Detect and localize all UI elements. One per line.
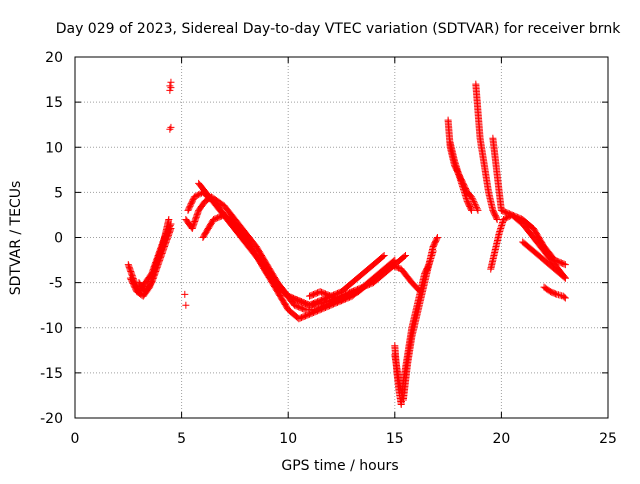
data-point bbox=[501, 215, 509, 223]
data-point bbox=[467, 205, 475, 213]
data-point bbox=[493, 214, 501, 222]
data-point bbox=[472, 202, 480, 210]
data-point bbox=[400, 253, 408, 261]
data-point bbox=[433, 234, 441, 241]
y-tick-label: -15 bbox=[40, 366, 63, 382]
data-point bbox=[500, 215, 508, 223]
data-point bbox=[560, 273, 568, 281]
data-point bbox=[192, 192, 200, 200]
y-tick-label: 0 bbox=[54, 231, 63, 247]
data-point bbox=[469, 196, 477, 204]
y-tick-label: 5 bbox=[54, 185, 63, 201]
data-point bbox=[561, 274, 569, 282]
data-point bbox=[193, 191, 201, 199]
data-point bbox=[471, 200, 479, 208]
data-point bbox=[493, 215, 501, 223]
data-point bbox=[167, 84, 175, 92]
x-tick-label: 20 bbox=[492, 431, 510, 447]
data-point bbox=[165, 215, 173, 223]
y-tick-label: -10 bbox=[40, 321, 63, 337]
data-point bbox=[380, 252, 388, 260]
data-point bbox=[391, 256, 399, 264]
y-tick-label: 20 bbox=[45, 50, 63, 66]
data-point bbox=[505, 212, 513, 220]
data-point bbox=[166, 125, 174, 133]
data-point bbox=[504, 213, 512, 221]
data-point bbox=[300, 305, 308, 313]
data-point bbox=[190, 193, 198, 201]
data-point bbox=[182, 301, 190, 309]
data-point bbox=[561, 294, 569, 302]
data-point bbox=[470, 199, 478, 207]
data-point bbox=[552, 290, 560, 298]
data-point bbox=[433, 235, 441, 243]
data-point bbox=[473, 203, 481, 211]
data-point bbox=[196, 190, 204, 198]
x-tick-label: 15 bbox=[386, 431, 404, 447]
x-axis-label: GPS time / hours bbox=[281, 458, 398, 474]
data-point bbox=[561, 261, 569, 269]
x-tick-label: 10 bbox=[279, 431, 297, 447]
data-point bbox=[429, 247, 437, 255]
data-point bbox=[401, 252, 409, 260]
y-tick-label: 10 bbox=[45, 140, 63, 156]
x-tick-label: 25 bbox=[599, 431, 617, 447]
data-point bbox=[167, 123, 175, 131]
data-point bbox=[560, 293, 568, 301]
y-tick-label: 15 bbox=[45, 95, 63, 111]
data-point bbox=[474, 206, 482, 214]
data-point bbox=[379, 253, 387, 261]
data-point bbox=[167, 224, 175, 232]
data-point bbox=[195, 191, 203, 199]
data-point bbox=[473, 205, 481, 213]
data-point bbox=[560, 260, 568, 268]
y-axis-label: SDTVAR / TECUs bbox=[8, 181, 24, 296]
y-tick-label: -5 bbox=[49, 276, 63, 292]
data-point bbox=[468, 206, 476, 214]
data-point bbox=[166, 82, 174, 90]
data-points bbox=[124, 78, 569, 408]
y-tick-label: -20 bbox=[40, 411, 63, 427]
data-point bbox=[468, 194, 476, 202]
data-point bbox=[502, 214, 510, 222]
x-tick-label: 5 bbox=[177, 431, 186, 447]
data-point bbox=[181, 290, 189, 298]
chart-title: Day 029 of 2023, Sidereal Day-to-day VTE… bbox=[56, 21, 621, 37]
data-point bbox=[390, 257, 398, 265]
x-tick-label: 0 bbox=[71, 431, 80, 447]
data-point bbox=[470, 197, 478, 205]
grid bbox=[75, 57, 608, 418]
plot-frame bbox=[74, 56, 609, 419]
